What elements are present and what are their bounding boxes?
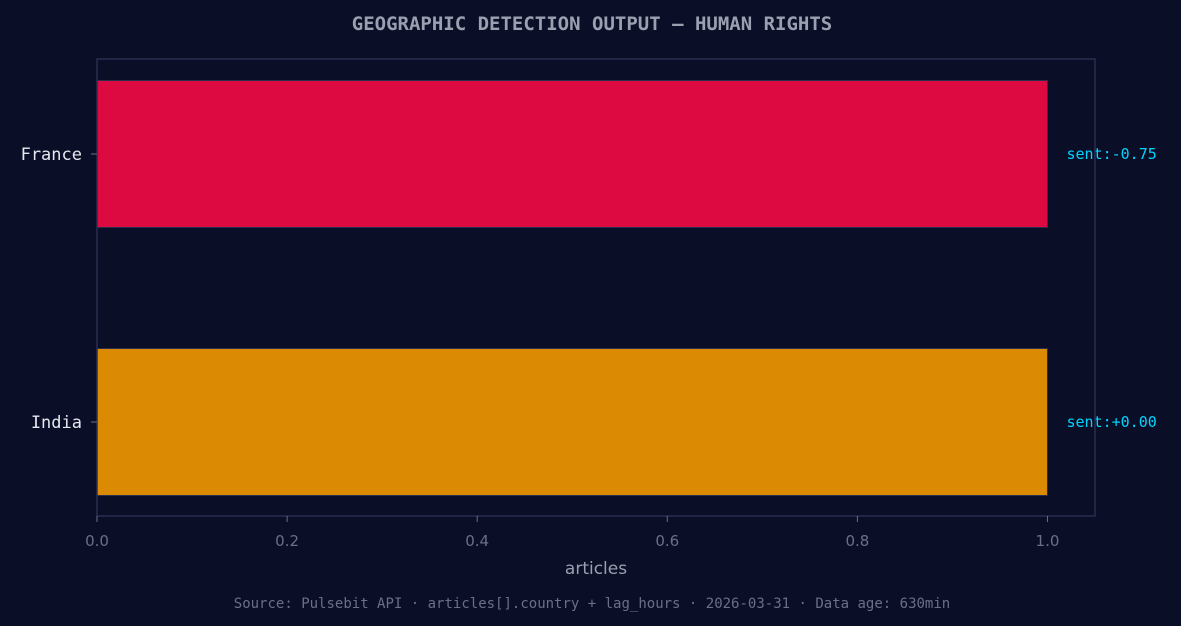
x-tick-label: 0.8 (845, 532, 869, 550)
bar-label-india: sent:+0.00 (1066, 413, 1156, 431)
y-tick-label: India (31, 413, 82, 433)
x-tick-label: 0.6 (655, 532, 679, 550)
bar-france (96, 80, 1048, 228)
x-tick-label: 1.0 (1036, 532, 1060, 550)
footer-source: Source: Pulsebit API · articles[].countr… (234, 596, 950, 612)
x-tick-label: 0.2 (275, 532, 299, 550)
bar-india (96, 348, 1048, 496)
y-categories: France India (21, 145, 97, 433)
bars: sent:-0.75 sent:+0.00 (96, 80, 1157, 496)
x-axis-label: articles (565, 559, 627, 579)
x-ticks: 0.0 0.2 0.4 0.6 0.8 1.0 (85, 516, 1059, 550)
x-tick-label: 0.4 (465, 532, 489, 550)
x-tick-label: 0.0 (85, 532, 109, 550)
axes-frame (96, 58, 1096, 517)
y-tick-label: France (21, 145, 82, 165)
bar-label-france: sent:-0.75 (1066, 145, 1156, 163)
chart-title: GEOGRAPHIC DETECTION OUTPUT — HUMAN RIGH… (352, 13, 832, 35)
